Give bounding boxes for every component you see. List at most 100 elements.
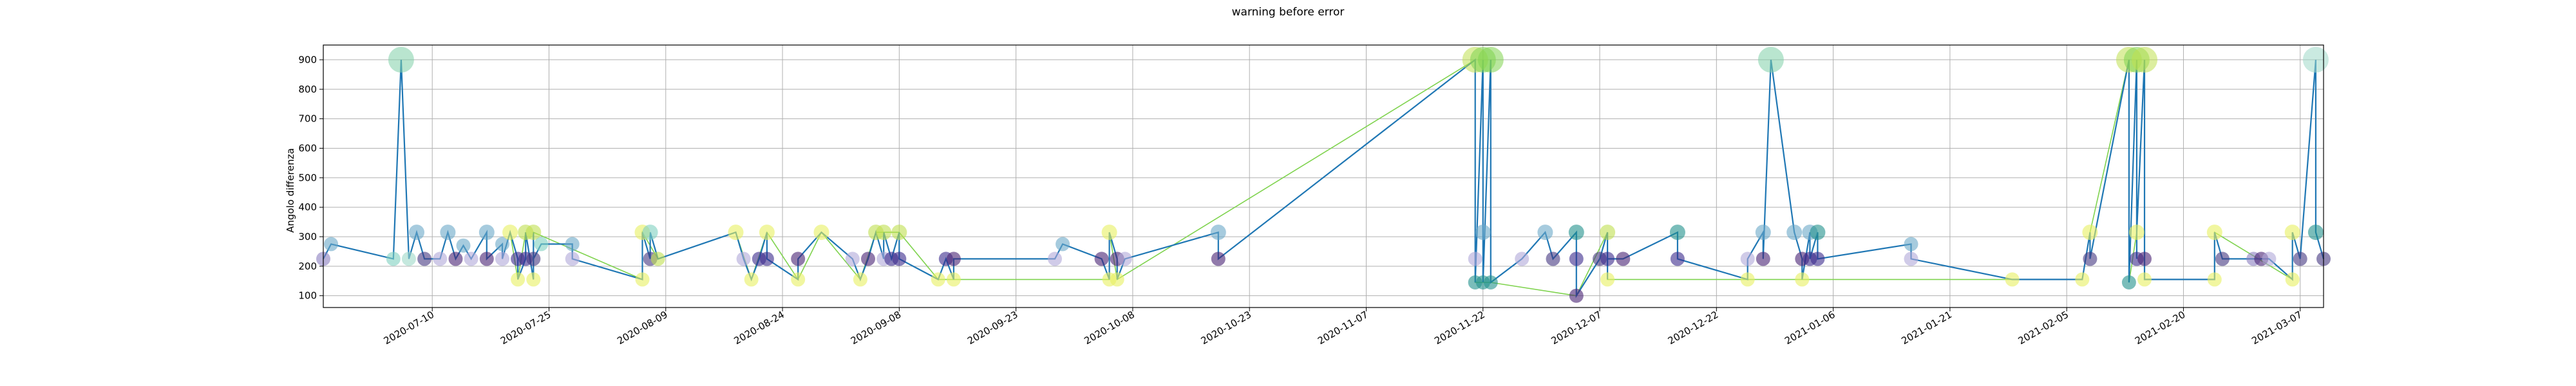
data-point	[1756, 252, 1770, 266]
data-point	[1537, 225, 1553, 241]
data-point	[1515, 252, 1530, 266]
data-point	[1569, 252, 1584, 266]
data-point	[1600, 272, 1615, 287]
data-point	[1569, 288, 1584, 303]
y-tick-label: 600	[298, 142, 317, 154]
data-point	[813, 225, 829, 241]
data-point	[1117, 252, 1132, 266]
data-point	[478, 225, 495, 241]
data-point	[2285, 272, 2300, 287]
data-point	[853, 272, 867, 287]
data-point	[464, 252, 478, 266]
data-point	[2128, 225, 2145, 241]
data-point	[2083, 252, 2098, 266]
data-point	[1211, 252, 1226, 266]
data-point	[2121, 275, 2136, 290]
data-point	[1600, 225, 1616, 241]
data-point	[1468, 252, 1482, 266]
data-point	[409, 225, 424, 241]
data-point	[1546, 252, 1560, 266]
data-point	[892, 252, 907, 266]
data-point	[2075, 272, 2090, 287]
data-point	[946, 252, 961, 266]
data-point	[1755, 225, 1771, 241]
data-point	[650, 252, 665, 266]
data-point	[526, 252, 541, 266]
data-point	[1110, 272, 1124, 287]
data-point	[2262, 252, 2277, 266]
data-point	[1048, 252, 1062, 266]
data-point	[2302, 46, 2329, 73]
data-point	[1094, 252, 1109, 266]
data-point	[2215, 252, 2230, 266]
data-point	[388, 46, 414, 73]
data-point	[495, 252, 509, 266]
data-point	[2082, 225, 2098, 241]
data-point	[479, 252, 494, 266]
data-point	[456, 238, 471, 253]
data-point	[495, 237, 509, 252]
data-point	[2207, 272, 2222, 287]
y-tick-label: 500	[298, 172, 317, 183]
data-point	[2307, 225, 2324, 241]
data-point	[1740, 272, 1755, 287]
y-tick-label: 800	[298, 84, 317, 95]
data-point	[433, 252, 448, 266]
data-point	[1904, 252, 1918, 266]
data-point	[1810, 225, 1826, 241]
data-point	[417, 252, 432, 266]
y-tick-label: 200	[298, 261, 317, 272]
y-tick-label: 900	[298, 54, 317, 66]
data-point	[1669, 225, 1685, 241]
data-point	[635, 272, 650, 287]
data-point	[1616, 252, 1631, 266]
data-point	[1786, 225, 1803, 241]
data-point	[1740, 252, 1755, 266]
y-axis-label: Angolo differenza	[285, 148, 296, 232]
data-point	[744, 272, 759, 287]
data-point	[1101, 225, 1117, 241]
data-point	[1757, 46, 1784, 73]
data-point	[526, 225, 542, 241]
data-point	[1056, 237, 1070, 252]
data-point	[1477, 46, 1504, 73]
data-point	[401, 252, 416, 266]
data-point	[1795, 272, 1810, 287]
y-tick-label: 100	[298, 290, 317, 302]
data-point	[526, 272, 541, 287]
data-point	[502, 225, 518, 241]
data-point	[1483, 275, 1498, 290]
chart-title: warning before error	[1232, 6, 1345, 19]
plot-frame	[323, 44, 2324, 308]
data-point	[511, 272, 526, 287]
data-point	[759, 252, 774, 266]
y-tick-label: 400	[298, 201, 317, 213]
data-point	[2206, 225, 2222, 241]
data-point	[534, 237, 549, 252]
data-point	[1670, 252, 1685, 266]
data-point	[386, 252, 401, 266]
data-point	[861, 252, 875, 266]
data-point	[448, 252, 463, 266]
data-point	[791, 272, 806, 287]
data-point	[845, 252, 860, 266]
data-point	[791, 252, 806, 266]
data-point	[1210, 225, 1226, 241]
data-point	[736, 252, 751, 266]
data-point	[2293, 252, 2307, 266]
data-point	[2137, 252, 2152, 266]
data-point	[1475, 225, 1491, 241]
data-point	[1568, 225, 1584, 241]
data-point	[759, 225, 775, 241]
marker-layer	[316, 46, 2331, 303]
data-point	[876, 225, 892, 241]
data-point	[1904, 237, 1918, 252]
data-point	[565, 237, 580, 252]
data-point	[931, 272, 945, 287]
data-point	[946, 272, 961, 287]
data-point	[1810, 252, 1825, 266]
data-point	[2284, 225, 2300, 241]
data-point	[642, 225, 658, 241]
